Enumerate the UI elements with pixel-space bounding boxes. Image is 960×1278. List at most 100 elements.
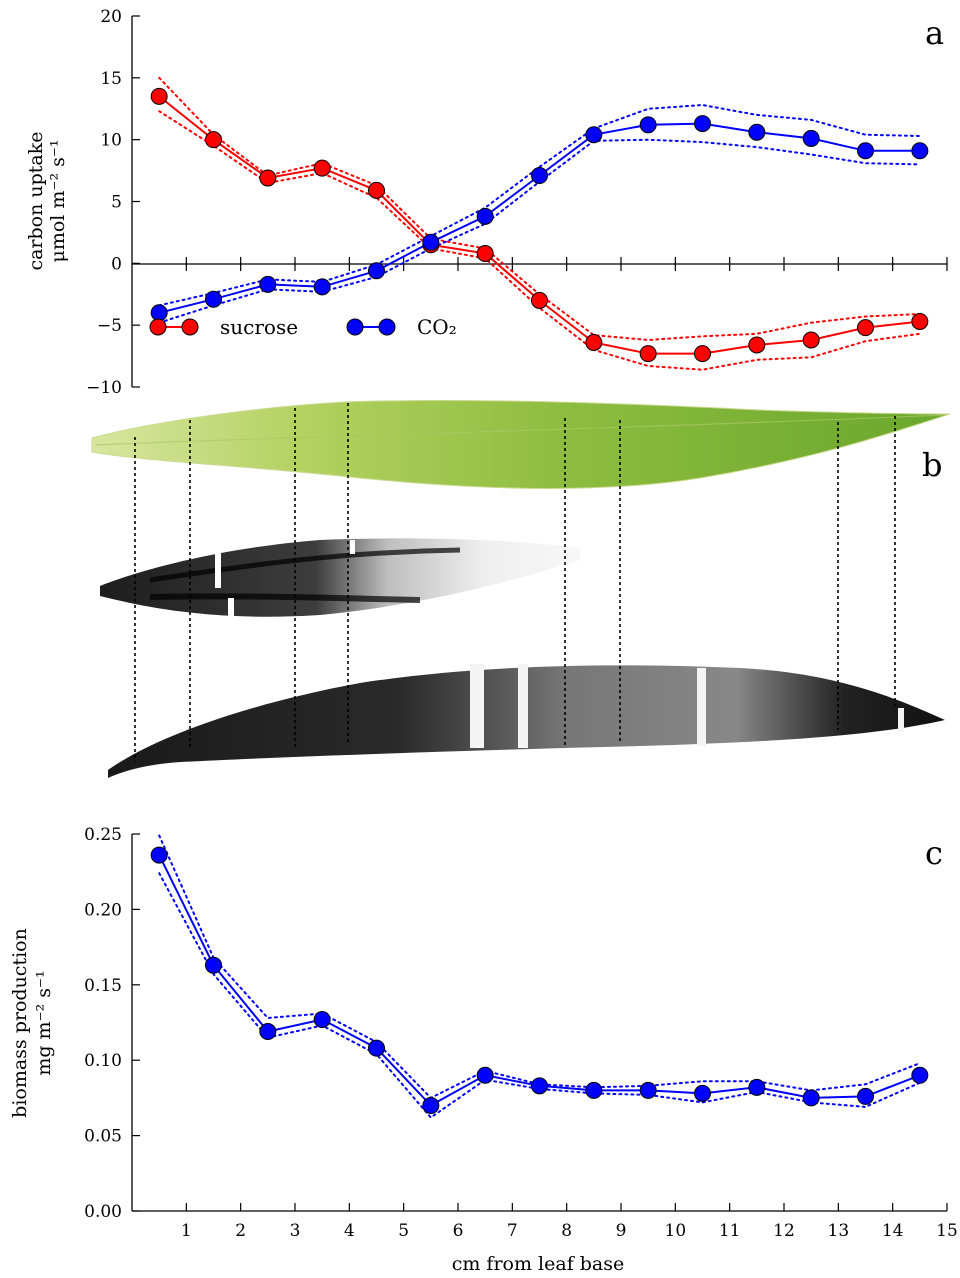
panel-c-ytick-label: 0.10: [84, 1051, 122, 1071]
panel-a-ytick-label: 10: [100, 131, 122, 151]
series-biomass-point: [802, 1089, 820, 1107]
panel-c-points: [150, 846, 929, 1114]
stained-leaf-upper-vein2: [149, 593, 421, 603]
panel-c-biomass-chart: 0.000.050.100.150.200.25 1 2 3 4 5 6 7 8 9 10 11 12…: [9, 825, 958, 1275]
series-biomass-point: [259, 1023, 277, 1041]
panel-c-xtick-label: 13: [828, 1221, 850, 1241]
series-biomass-point: [205, 956, 222, 974]
series-biomass-point: [585, 1081, 603, 1099]
panel-a-letter: a: [925, 14, 944, 52]
series-co-point: [911, 142, 929, 160]
panel-c-xtick-label: 11: [719, 1221, 741, 1241]
panel-a-ytick-label: 5: [111, 193, 122, 213]
series-sucrose-point: [259, 169, 277, 187]
series-co-point: [531, 167, 548, 185]
panel-c-y-ticks: 0.00 0.05 0.10 0.15 0.20 0.25: [84, 825, 140, 1222]
panel-b-letter: b: [922, 446, 942, 484]
panel-c-xtick-label: 12: [773, 1221, 795, 1241]
series-sucrose-point: [857, 319, 874, 337]
panel-c-xtick-label: 4: [344, 1221, 355, 1241]
series-biomass-point: [531, 1077, 548, 1095]
stained-leaf-upper: [100, 538, 580, 620]
series-biomass-point: [368, 1039, 385, 1057]
panel-a-ytick-label: −5: [97, 316, 122, 336]
series-biomass-point: [748, 1078, 766, 1096]
legend-sucrose-marker-right: [181, 318, 199, 336]
series-biomass-line: [158, 854, 921, 1107]
panel-a-ytick-label: 0: [111, 254, 122, 274]
series-biomass-point: [476, 1066, 494, 1084]
series-co-point: [368, 262, 385, 280]
series-biomass-point: [857, 1087, 874, 1105]
stained-leaf-lower-gap3: [697, 668, 706, 746]
panel-c-xtick-label: 9: [616, 1221, 627, 1241]
series-sucrose-point: [150, 87, 168, 105]
panel-c-ytick-label: 0.15: [84, 976, 122, 996]
series-biomass-upper-band: [158, 834, 921, 1100]
panel-c-xtick-label: 8: [561, 1221, 572, 1241]
panel-a-carbon-uptake-chart: −10 −5 0 5 10 15 20 carbon uptake μmol m⁻² s⁻¹…: [25, 7, 948, 398]
series-co-point: [259, 275, 277, 293]
legend-sucrose-label: sucrose: [220, 315, 298, 339]
series-biomass-point: [150, 846, 168, 864]
stained-leaf-upper-gap2: [228, 598, 234, 620]
panel-c-xtick-label: 14: [882, 1221, 904, 1241]
panel-a-ylabel: carbon uptake: [25, 131, 47, 270]
panel-b-leaf-images: b: [91, 399, 951, 778]
series-co-point: [857, 142, 874, 160]
series-co-point: [476, 207, 494, 225]
panel-c-ytick-label: 0.00: [84, 1202, 122, 1222]
panel-c-ylabel-units: mg m⁻² s⁻¹: [33, 970, 55, 1075]
panel-c-xtick-label: 1: [181, 1221, 192, 1241]
series-sucrose-point: [476, 244, 494, 262]
series-co-point: [585, 126, 603, 144]
series-biomass-point: [639, 1081, 657, 1099]
stained-leaf-lower-gap1: [470, 664, 484, 748]
panel-a-ytick-label: −10: [86, 378, 122, 398]
series-sucrose-point: [368, 181, 385, 199]
series-sucrose-point: [585, 333, 603, 351]
stained-leaf-lower: [108, 664, 945, 778]
legend-sucrose-marker-left: [149, 318, 167, 336]
series-co-upper-band: [158, 103, 921, 307]
series-sucrose-point: [531, 291, 548, 309]
panel-a-y-ticks: −10 −5 0 5 10 15 20: [86, 7, 140, 398]
panel-c-xtick-label: 5: [398, 1221, 409, 1241]
series-sucrose-point: [911, 312, 929, 330]
stained-leaf-lower-gap4: [898, 708, 904, 732]
series-sucrose-lower-band: [158, 110, 921, 371]
series-co-point: [150, 304, 168, 322]
series-biomass-point: [422, 1096, 440, 1114]
panel-b-guide-lines: [134, 403, 896, 762]
panel-c-ytick-label: 0.20: [84, 900, 122, 920]
panel-c-x-ticks: 1 2 3 4 5 6 7 8 9 10 11 12 13 14 15: [181, 1203, 958, 1241]
panel-a-ytick-label: 15: [100, 69, 122, 89]
series-co-point: [802, 129, 820, 147]
panel-a-points: [150, 87, 929, 363]
series-co-point: [694, 115, 711, 133]
panel-c-error-bands: [158, 834, 921, 1119]
series-co-point: [748, 123, 766, 141]
panel-c-xtick-label: 6: [453, 1221, 464, 1241]
panel-c-xtick-label: 15: [936, 1221, 958, 1241]
panel-c-xtick-label: 7: [507, 1221, 518, 1241]
legend-co2-label: CO₂: [417, 315, 457, 339]
panel-c-ylabel: biomass production: [9, 928, 31, 1118]
stained-leaf-upper-vein1: [149, 547, 461, 583]
panel-c-letter: c: [925, 834, 943, 872]
green-leaf: [91, 399, 951, 490]
series-co-point: [205, 290, 222, 308]
series-co-point: [313, 278, 331, 296]
panel-c-ytick-label: 0.05: [84, 1127, 122, 1147]
stained-leaf-lower-gap2: [518, 664, 528, 748]
series-sucrose-point: [205, 131, 222, 149]
series-sucrose-point: [639, 345, 657, 363]
panel-c-xtick-label: 3: [290, 1221, 301, 1241]
series-co-point: [639, 116, 657, 134]
panel-a-zero-line-ticks: [185, 257, 948, 271]
legend-co2-marker-right: [378, 318, 396, 336]
series-sucrose-point: [694, 345, 711, 363]
green-leaf-midrib: [94, 414, 946, 446]
series-biomass-lower-band: [158, 872, 921, 1119]
